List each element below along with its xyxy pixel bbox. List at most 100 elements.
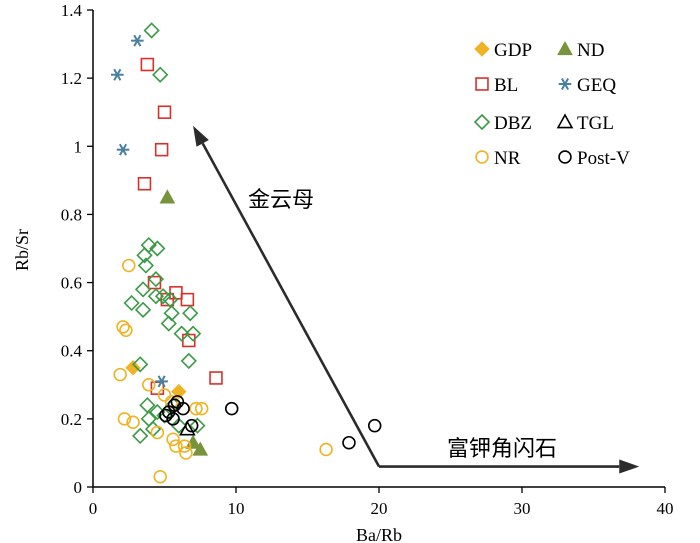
data-point — [342, 435, 356, 450]
data-point — [136, 247, 153, 264]
data-point — [137, 257, 155, 274]
x-tick-label: 0 — [89, 499, 98, 518]
legend-marker — [558, 150, 572, 164]
data-point — [142, 378, 156, 392]
data-point — [149, 403, 166, 421]
legend-marker — [556, 113, 574, 129]
data-point — [143, 22, 160, 39]
data-point — [113, 367, 127, 382]
data-point — [167, 398, 182, 412]
annotation-k-amphibole: 富钾角闪石 — [447, 437, 557, 462]
y-axis-title: Rb/Sr — [12, 229, 32, 271]
y-tick-label: 1 — [74, 137, 83, 156]
data-point — [184, 325, 202, 342]
series-geq — [111, 34, 168, 388]
data-point — [116, 320, 130, 334]
legend-label: ND — [577, 40, 604, 61]
legend-item-tgl: TGL — [556, 113, 614, 134]
data-point — [149, 240, 166, 257]
legend-marker — [558, 78, 572, 90]
legend: GDP ND BL GEQ DBZ TGL NR Post-V — [473, 40, 630, 169]
data-point — [152, 66, 169, 83]
legend-item-geq: GEQ — [558, 75, 616, 96]
legend-item-gdp: GDP — [474, 40, 532, 61]
data-point — [180, 352, 197, 370]
legend-marker — [557, 40, 573, 56]
legend-item-nd: ND — [557, 40, 604, 61]
series-tgl — [179, 420, 196, 436]
data-point — [170, 417, 187, 434]
data-point — [173, 325, 190, 342]
data-point — [160, 315, 177, 332]
data-point — [157, 388, 172, 402]
data-points — [111, 22, 382, 484]
data-point — [194, 401, 209, 416]
legend-marker — [475, 77, 489, 91]
arrow-line — [201, 142, 381, 468]
data-point — [157, 105, 172, 119]
data-point — [179, 420, 196, 436]
data-point — [166, 412, 180, 426]
x-axis-title: Ba/Rb — [356, 525, 402, 543]
data-point — [140, 57, 155, 72]
legend-marker — [474, 41, 490, 57]
legend-label: NR — [494, 148, 521, 169]
data-point — [159, 408, 173, 423]
legend-item-dbz: DBZ — [473, 113, 532, 134]
data-point — [137, 177, 152, 191]
data-point — [126, 415, 140, 430]
data-point — [134, 301, 152, 318]
data-point — [147, 288, 165, 305]
y-tick-label: 1.2 — [61, 69, 82, 88]
y-tick-label: 0.6 — [61, 274, 82, 293]
x-tick-label: 30 — [514, 499, 531, 518]
legend-item-nr: NR — [475, 148, 521, 169]
legend-item-bl: BL — [475, 75, 518, 96]
data-point — [154, 142, 169, 157]
data-point — [150, 425, 165, 440]
data-point — [116, 143, 130, 156]
data-point — [132, 356, 149, 373]
data-point — [132, 427, 149, 445]
data-point — [153, 470, 167, 484]
data-point — [367, 418, 382, 433]
x-tick-label: 10 — [228, 499, 245, 518]
data-point — [182, 305, 199, 322]
x-axis: 0 10 20 30 40 — [89, 487, 674, 518]
legend-marker — [473, 113, 491, 131]
data-point — [155, 375, 168, 388]
y-axis: 0 0.2 0.4 0.6 0.8 1 1.2 1.4 — [61, 1, 93, 497]
legend-label: GEQ — [577, 75, 616, 96]
legend-label: Post-V — [577, 148, 630, 169]
data-point — [159, 189, 176, 204]
legend-label: BL — [494, 75, 518, 96]
legend-marker — [475, 150, 489, 164]
series-gdp — [125, 360, 187, 400]
data-point — [123, 294, 140, 312]
x-tick-label: 40 — [657, 499, 674, 518]
legend-label: GDP — [494, 40, 532, 61]
data-point — [171, 383, 187, 400]
series-post-v — [159, 395, 382, 450]
data-point — [319, 442, 333, 457]
data-point — [117, 412, 132, 426]
data-point — [169, 286, 183, 300]
data-point — [164, 395, 179, 409]
y-tick-label: 0 — [74, 478, 83, 497]
annotation-phlogopite: 金云母 — [248, 188, 314, 213]
data-point — [192, 441, 209, 456]
data-point — [122, 258, 136, 273]
y-tick-label: 0.4 — [61, 342, 83, 361]
data-point — [134, 281, 152, 298]
data-point — [166, 432, 180, 447]
data-point — [209, 371, 223, 385]
x-tick-label: 20 — [371, 499, 388, 518]
data-point — [169, 439, 183, 453]
legend-label: DBZ — [494, 113, 532, 134]
data-point — [184, 418, 199, 433]
data-point — [119, 323, 133, 338]
data-point — [224, 401, 239, 416]
data-point — [180, 292, 195, 307]
legend-item-post-v: Post-V — [558, 148, 630, 169]
